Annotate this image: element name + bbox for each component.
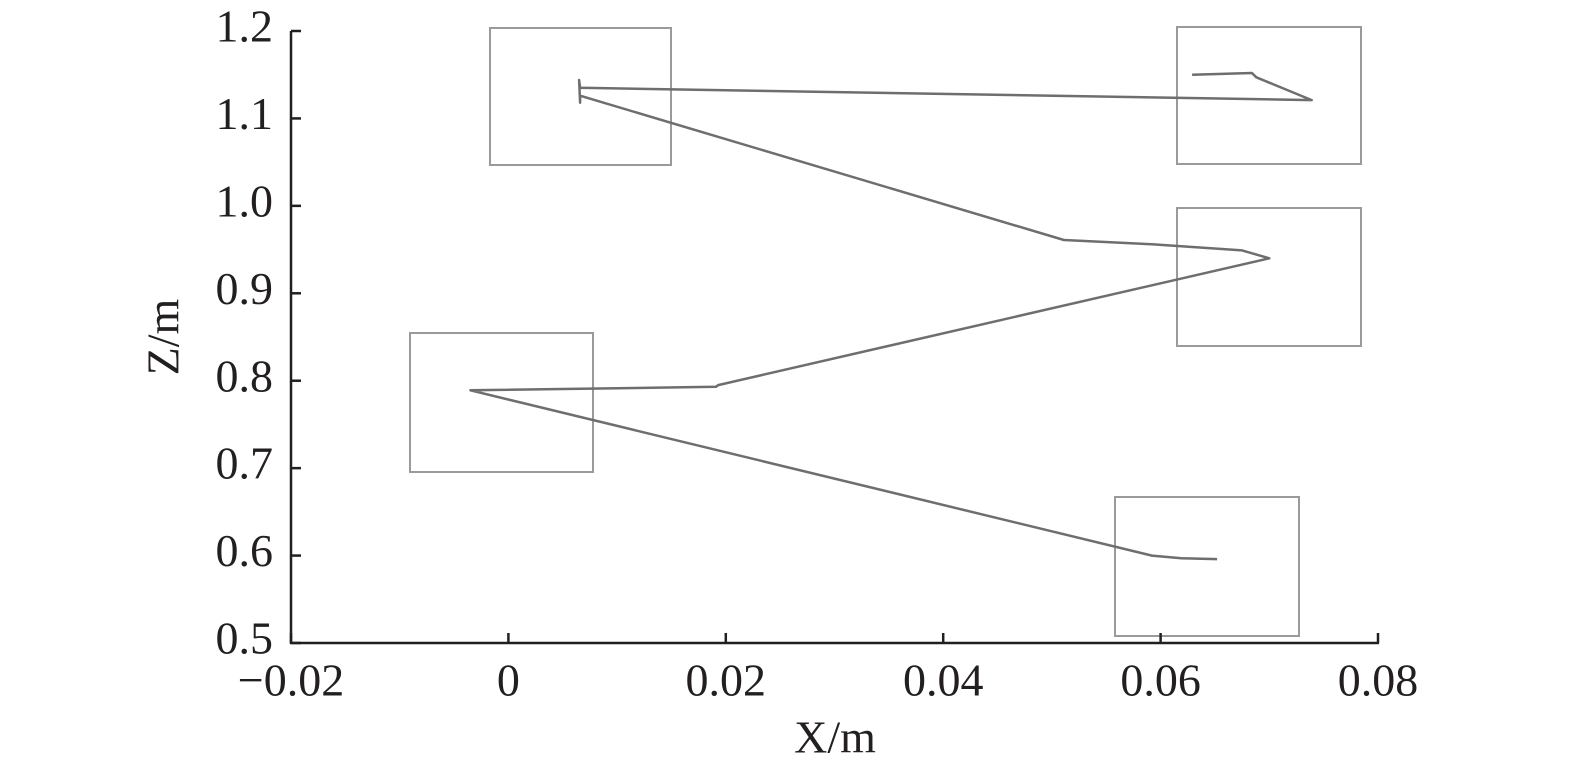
y-tick-label: 1.1 bbox=[216, 88, 274, 139]
y-axis-label: Z/m bbox=[138, 298, 189, 375]
x-tick-label: 0.06 bbox=[1120, 655, 1201, 706]
x-axis-label: X/m bbox=[794, 712, 876, 763]
y-tick-label: 1.0 bbox=[216, 175, 274, 226]
trajectory-line bbox=[469, 71, 1313, 561]
region-box bbox=[1176, 207, 1362, 347]
x-tick-label: 0.08 bbox=[1338, 655, 1419, 706]
x-tick-label: 0.04 bbox=[903, 655, 984, 706]
region-box bbox=[1114, 496, 1300, 637]
y-tick-label: 0.5 bbox=[216, 613, 274, 664]
y-tick-label: 0.7 bbox=[216, 438, 274, 489]
region-box bbox=[489, 27, 672, 166]
y-tick-label: 0.6 bbox=[216, 525, 274, 576]
region-box bbox=[1176, 26, 1362, 165]
x-tick-label: −0.02 bbox=[238, 655, 344, 706]
x-tick-label: 0 bbox=[497, 655, 520, 706]
region-box bbox=[409, 332, 594, 473]
y-tick-label: 0.8 bbox=[216, 350, 274, 401]
x-tick-label: 0.02 bbox=[686, 655, 767, 706]
y-tick-label: 1.2 bbox=[216, 1, 274, 52]
regions bbox=[409, 26, 1362, 637]
y-tick-label: 0.9 bbox=[216, 263, 274, 314]
